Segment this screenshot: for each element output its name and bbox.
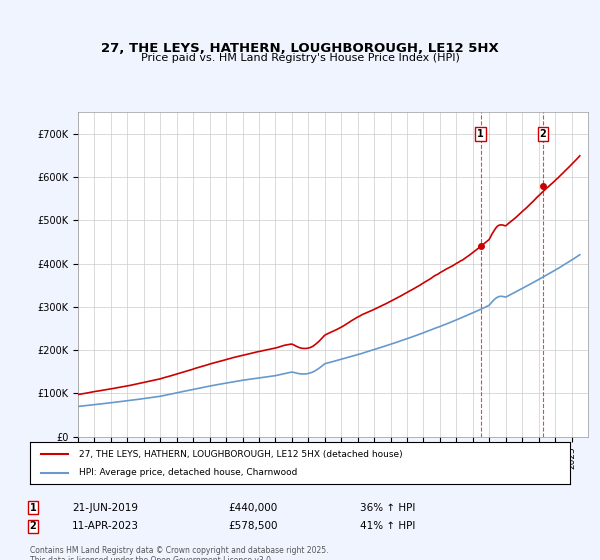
Text: 41% ↑ HPI: 41% ↑ HPI xyxy=(360,521,415,531)
Text: HPI: Average price, detached house, Charnwood: HPI: Average price, detached house, Char… xyxy=(79,468,297,477)
Text: 1: 1 xyxy=(477,129,484,139)
Text: 2: 2 xyxy=(540,129,547,139)
Text: 21-JUN-2019: 21-JUN-2019 xyxy=(72,503,138,513)
Text: £440,000: £440,000 xyxy=(228,503,277,513)
Text: 36% ↑ HPI: 36% ↑ HPI xyxy=(360,503,415,513)
Text: 1: 1 xyxy=(29,503,37,513)
Text: £578,500: £578,500 xyxy=(228,521,277,531)
Text: 27, THE LEYS, HATHERN, LOUGHBOROUGH, LE12 5HX (detached house): 27, THE LEYS, HATHERN, LOUGHBOROUGH, LE1… xyxy=(79,450,402,459)
Text: Contains HM Land Registry data © Crown copyright and database right 2025.
This d: Contains HM Land Registry data © Crown c… xyxy=(30,546,329,560)
Text: Price paid vs. HM Land Registry's House Price Index (HPI): Price paid vs. HM Land Registry's House … xyxy=(140,53,460,63)
Text: 27, THE LEYS, HATHERN, LOUGHBOROUGH, LE12 5HX: 27, THE LEYS, HATHERN, LOUGHBOROUGH, LE1… xyxy=(101,42,499,55)
Text: 11-APR-2023: 11-APR-2023 xyxy=(72,521,139,531)
Text: 2: 2 xyxy=(29,521,37,531)
